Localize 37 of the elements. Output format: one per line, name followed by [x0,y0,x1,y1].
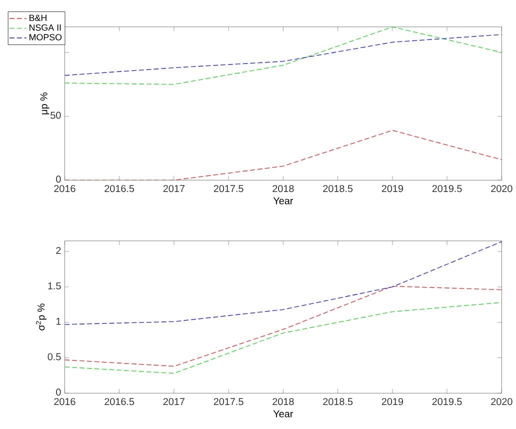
x-tick-label: 2019.5 [432,398,462,406]
line-series [64,34,502,76]
legend-label: B&H [30,14,46,21]
y-tick-label: 0 [56,176,61,183]
line-series [64,286,502,367]
x-tick-label: 2016 [54,185,76,192]
y-tick-label: 0 [56,388,61,396]
y-axis-title: μp % [40,92,50,114]
y-axis-title: σ$^{2}$p % [36,304,47,330]
line-series [64,26,502,85]
x-axis-title: Year [273,410,294,418]
x-tick-label: 2018 [272,398,294,406]
legend-label: NSGA II [30,24,61,31]
x-tick-label: 2020 [491,398,512,406]
x-tick-label: 2016.5 [104,185,134,192]
y-tick-label: 1.5 [48,282,61,290]
x-tick-label: 2018.5 [323,398,353,406]
x-tick-label: 2020 [491,185,512,192]
y-tick-label: 50 [50,112,61,119]
x-tick-label: 2017.5 [214,398,244,406]
line-series [64,302,502,374]
x-tick-label: 2018.5 [323,185,353,192]
x-tick-label: 2019 [382,185,403,192]
x-tick-label: 2017.5 [214,185,244,192]
legend-label: MOPSO [30,34,62,40]
x-tick-label: 2019 [382,398,403,406]
y-tick-label: 0.5 [48,353,61,360]
x-axis-title: Year [273,197,294,204]
line-series [64,241,502,325]
x-tick-label: 2016 [54,398,76,406]
y-tick-label: 1 [56,318,61,325]
x-tick-label: 2018 [272,185,294,192]
x-tick-label: 2017 [163,185,184,192]
y-tick-label: 2 [56,246,61,254]
x-tick-label: 2019.5 [432,185,462,192]
x-tick-label: 2017 [163,398,184,406]
x-tick-label: 2016.5 [104,398,134,406]
